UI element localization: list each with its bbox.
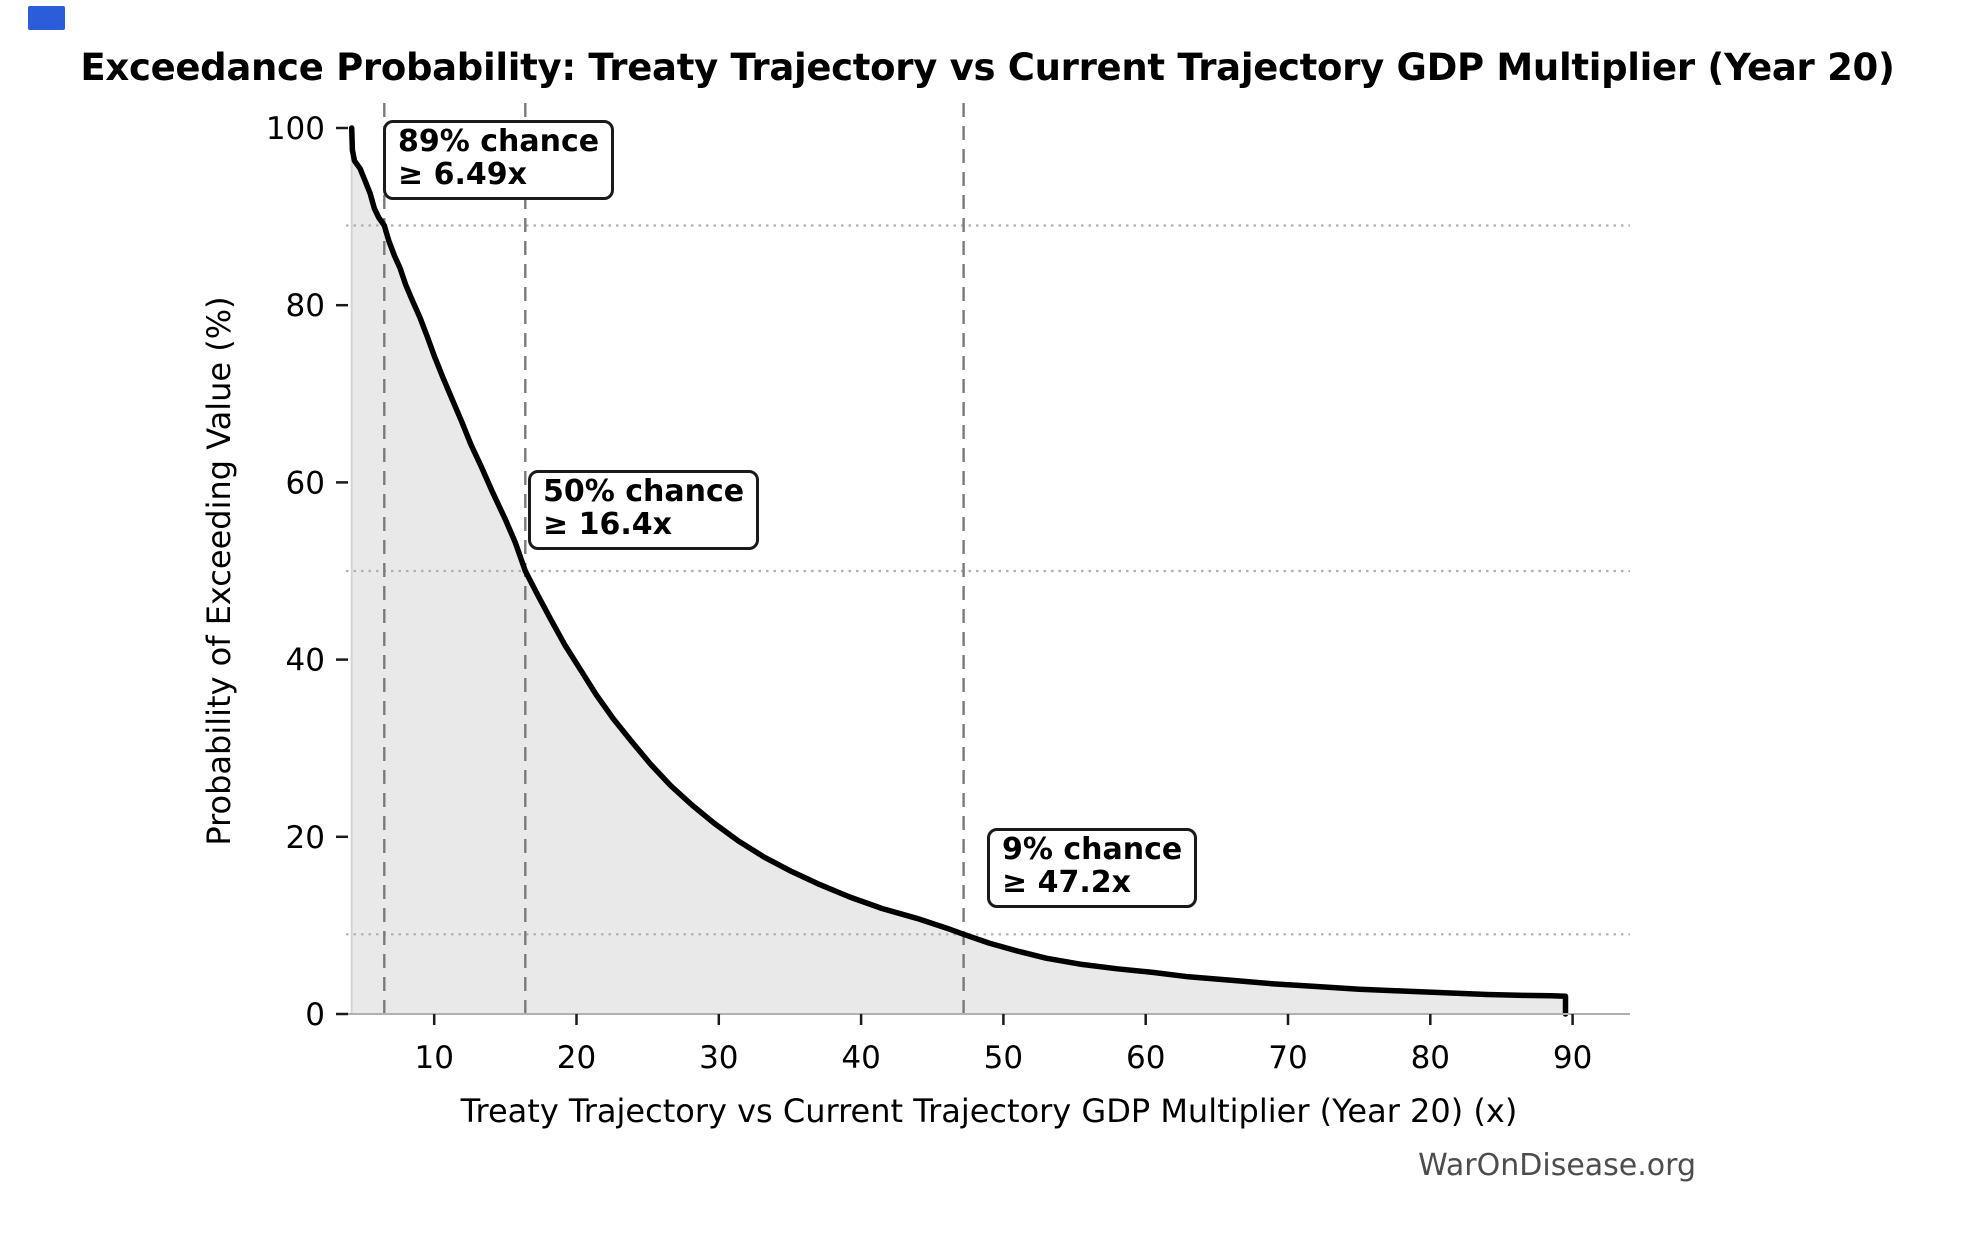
- annotation-text-line: 9% chance: [1002, 832, 1183, 867]
- x-tick-label: 40: [841, 1040, 880, 1076]
- x-tick-label: 10: [414, 1040, 453, 1076]
- annotation-callout-89pct: 89% chance ≥ 6.49x: [383, 120, 615, 200]
- y-tick-label: 0: [305, 997, 325, 1033]
- corner-blue-marker: [28, 6, 65, 30]
- chart-title: Exceedance Probability: Treaty Trajector…: [80, 46, 1895, 89]
- y-tick-label: 60: [286, 465, 325, 501]
- axis-tick-labels: 10 20 30 40 50 60 70 80 90 0 20 40 60 80 100: [266, 111, 1592, 1076]
- dashed-marker-lines: [383, 103, 965, 1014]
- annotation-callout-50pct: 50% chance ≥ 16.4x: [528, 470, 760, 550]
- x-tick-label: 60: [1126, 1040, 1165, 1076]
- x-tick-label: 70: [1268, 1040, 1307, 1076]
- annotation-text-line: ≥ 6.49x: [398, 157, 527, 192]
- area-fill-shape: [351, 128, 1566, 1014]
- exceedance-curve: [348, 125, 1569, 1017]
- annotation-callout-9pct: 9% chance ≥ 47.2x: [987, 828, 1198, 908]
- exceedance-curve-line: [348, 125, 1569, 1017]
- x-axis-label: Treaty Trajectory vs Current Trajectory …: [460, 1092, 1518, 1130]
- annotation-text-line: 50% chance: [543, 474, 745, 509]
- y-tick-label: 100: [266, 111, 325, 147]
- x-tick-label: 30: [699, 1040, 738, 1076]
- x-tick-label: 20: [557, 1040, 596, 1076]
- y-tick-label: 40: [286, 643, 325, 679]
- axis-tick-marks: [336, 126, 1574, 1025]
- x-tick-label: 50: [984, 1040, 1023, 1076]
- annotation-text-line: ≥ 47.2x: [1002, 865, 1131, 900]
- y-tick-label: 80: [286, 288, 325, 324]
- annotation-text-line: ≥ 16.4x: [543, 507, 672, 542]
- y-tick-label: 20: [286, 820, 325, 856]
- watermark-text: WarOnDisease.org: [1418, 1148, 1696, 1183]
- x-tick-label: 90: [1553, 1040, 1592, 1076]
- x-tick-label: 80: [1411, 1040, 1450, 1076]
- annotation-text-line: 89% chance: [398, 124, 600, 159]
- area-fill: [350, 128, 1566, 1014]
